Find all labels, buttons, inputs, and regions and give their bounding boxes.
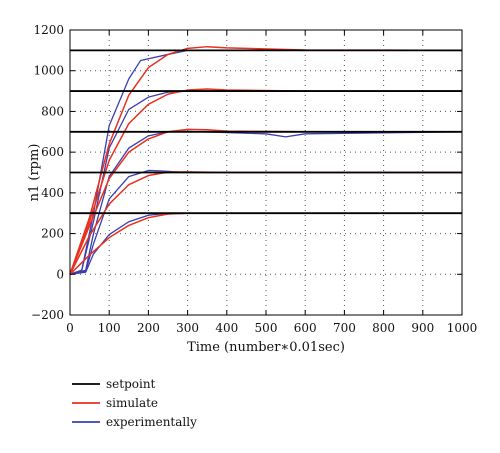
y-axis-title: n1 (rpm)	[27, 144, 42, 202]
x-tick-label-9: 900	[411, 321, 434, 335]
legend-label-experimentally: experimentally	[106, 415, 197, 429]
y-tick-label-2: 200	[41, 227, 64, 241]
legend: setpoint simulate experimentally	[72, 377, 197, 429]
x-tick-label-0: 0	[66, 321, 74, 335]
simulate-line-500	[69, 171, 462, 275]
grid	[70, 30, 462, 315]
x-tick-label-5: 500	[255, 321, 278, 335]
simulate-line-700	[69, 128, 462, 275]
x-tick-label-7: 700	[333, 321, 356, 335]
y-tick-label-7: 1200	[33, 23, 64, 37]
x-tick-label-4: 400	[215, 321, 238, 335]
tick-labels: 0 100 200 300 400 500 600 700 800 900 1000−2000200…	[31, 23, 477, 335]
legend-label-simulate: simulate	[106, 396, 158, 410]
x-tick-label-10: 1000	[447, 321, 478, 335]
x-tick-label-2: 200	[137, 321, 160, 335]
series-lines	[69, 45, 463, 275]
x-tick-label-1: 100	[98, 321, 121, 335]
simulate-line-1100	[69, 45, 463, 275]
experimentally-line-1100	[69, 49, 462, 275]
y-tick-label-5: 800	[41, 104, 64, 118]
experimentally-line-700	[69, 130, 463, 275]
y-tick-label-0: −200	[31, 308, 64, 322]
y-tick-label-6: 1000	[33, 64, 64, 78]
y-tick-label-3: 400	[41, 186, 64, 200]
x-axis-title: Time (number∗0.01sec)	[187, 340, 345, 355]
y-tick-label-1: 0	[56, 267, 64, 281]
x-tick-label-3: 300	[176, 321, 199, 335]
legend-label-setpoint: setpoint	[106, 377, 156, 391]
y-tick-label-4: 600	[41, 145, 64, 159]
x-tick-label-8: 800	[372, 321, 395, 335]
experimentally-line-900	[69, 90, 462, 275]
simulate-line-900	[69, 88, 462, 275]
x-tick-label-6: 600	[294, 321, 317, 335]
